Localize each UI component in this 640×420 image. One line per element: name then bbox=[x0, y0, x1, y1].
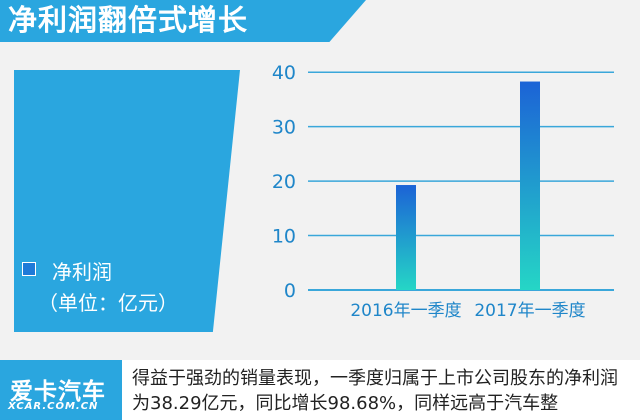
brand-logo bbox=[0, 360, 122, 420]
legend-swatch bbox=[22, 262, 36, 276]
y-tick-label: 40 bbox=[272, 62, 296, 84]
bar-1 bbox=[520, 81, 540, 290]
footer-paragraph: 得益于强劲的销量表现，一季度归属于上市公司股东的净利润为38.29亿元，同比增长… bbox=[132, 368, 618, 414]
legend-label: 净利润 bbox=[52, 260, 112, 284]
legend-panel bbox=[14, 70, 240, 332]
y-tick-label: 20 bbox=[272, 171, 296, 193]
y-tick-label: 10 bbox=[272, 226, 296, 248]
x-category-label: 2017年一季度 bbox=[474, 301, 585, 321]
legend-unit: （单位：亿元） bbox=[38, 291, 178, 315]
header-banner bbox=[0, 0, 366, 42]
x-category-label: 2016年一季度 bbox=[350, 301, 461, 321]
y-tick-label: 30 bbox=[272, 117, 296, 139]
y-tick-label: 0 bbox=[284, 280, 296, 302]
brand-logo-text: 爱卡汽车 bbox=[10, 379, 106, 405]
page-title: 净利润翻倍式增长 bbox=[8, 3, 249, 37]
brand-logo-subtext: XCAR.COM.CN bbox=[8, 401, 99, 412]
bar-0 bbox=[396, 185, 416, 290]
